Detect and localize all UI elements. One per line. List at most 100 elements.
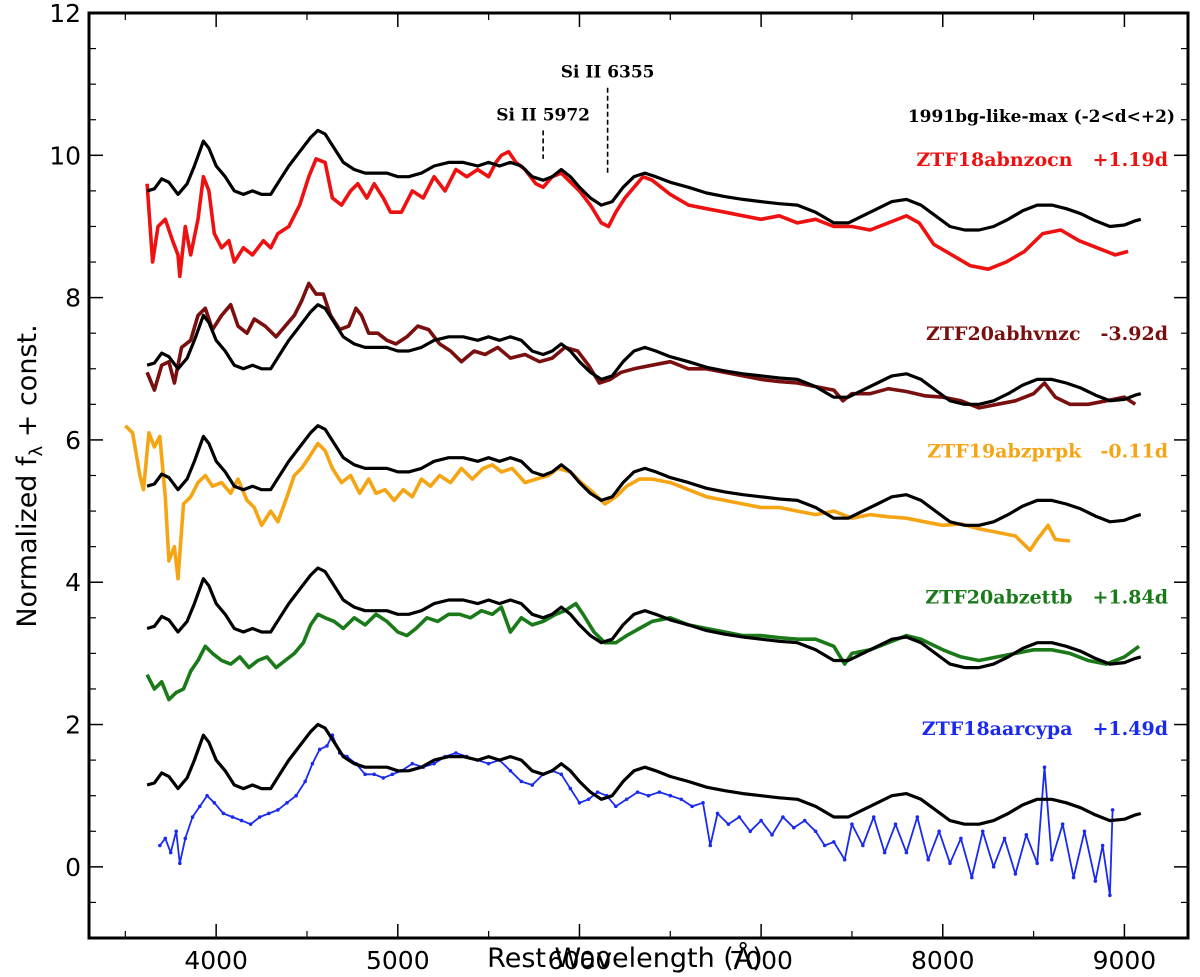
data-point: [635, 790, 640, 794]
data-point: [831, 840, 836, 844]
data-point: [959, 836, 963, 841]
y-tick-label: 6: [65, 426, 81, 455]
data-point: [276, 808, 280, 812]
template-line: [146, 128, 1142, 232]
x-tick-label: 9000: [1093, 946, 1157, 975]
data-point: [668, 793, 673, 798]
x-axis-label: Rest Wavelength (Å): [487, 942, 763, 974]
data-point: [802, 818, 807, 823]
series-line-ZTF18aarcypa: [159, 734, 1114, 897]
data-point: [568, 786, 573, 791]
data-point: [1100, 843, 1105, 848]
line-marker-label: Si II 5972: [496, 105, 590, 125]
data-point: [586, 797, 591, 802]
series-line-ZTF18abnzocn: [145, 149, 1129, 279]
template-line: [146, 722, 1142, 826]
data-point: [410, 761, 415, 766]
data-point: [1013, 872, 1018, 876]
data-point: [915, 815, 920, 819]
series-line-ZTF20abzettb: [145, 601, 1141, 702]
data-point: [679, 797, 683, 802]
data-point: [454, 751, 458, 755]
data-point: [624, 797, 629, 802]
data-point: [239, 818, 244, 823]
data-point: [690, 804, 694, 809]
data-point: [737, 815, 742, 819]
data-point: [813, 829, 818, 834]
data-point: [715, 811, 720, 816]
y-tick-label: 8: [65, 284, 81, 313]
series-label-ZTF18aarcypa: ZTF18aarcypa +1.49d: [922, 718, 1168, 740]
data-point: [893, 822, 898, 826]
data-point: [519, 779, 524, 784]
data-point: [508, 768, 513, 773]
data-point: [770, 833, 774, 837]
data-point: [701, 801, 705, 805]
data-point: [285, 801, 289, 805]
data-point: [559, 772, 564, 777]
data-point: [1110, 808, 1115, 812]
data-point: [781, 815, 785, 819]
data-point: [230, 815, 235, 819]
series-label-ZTF20abhvnzc: ZTF20abhvnzc -3.92d: [926, 323, 1168, 345]
data-point: [325, 744, 329, 748]
data-point: [861, 843, 865, 848]
y-tick-label: 4: [65, 568, 81, 597]
data-point: [221, 811, 226, 816]
series-name: ZTF20abzettb: [925, 586, 1072, 608]
data-point: [486, 761, 491, 766]
data-point: [792, 825, 796, 830]
x-tick-label: 7000: [729, 946, 793, 975]
data-point: [198, 804, 202, 809]
data-point: [595, 790, 600, 794]
data-point: [980, 829, 985, 834]
series-phase: -0.11d: [1101, 441, 1168, 463]
data-point: [1082, 829, 1087, 834]
y-tick-label: 0: [65, 853, 81, 882]
y-tick-label: 2: [65, 711, 81, 740]
series-line-ZTF20abhvnzc: [145, 281, 1137, 410]
x-tick-label: 6000: [548, 946, 612, 975]
template-line: [146, 424, 1142, 527]
data-point: [970, 875, 974, 880]
data-point: [850, 822, 854, 826]
series-name: ZTF20abhvnzc: [926, 323, 1081, 345]
line-marker-label: Si II 6355: [561, 63, 655, 83]
data-point: [1060, 822, 1065, 826]
series-phase: -3.92d: [1101, 323, 1168, 345]
data-point: [1024, 833, 1029, 837]
y-tick-label: 12: [49, 0, 81, 28]
data-point: [294, 793, 298, 798]
series-phase: +1.49d: [1093, 718, 1168, 740]
data-point: [248, 822, 253, 826]
tick-labels: 4000 5000 6000 7000 8000 9000 0 2 4 6 8 10 12: [49, 0, 1156, 975]
data-point: [948, 861, 952, 866]
data-point: [163, 836, 168, 841]
data-point: [871, 815, 876, 819]
data-point: [363, 772, 367, 777]
data-point: [381, 776, 386, 780]
data-point: [432, 761, 436, 766]
data-point: [657, 790, 662, 794]
data-point: [822, 843, 827, 848]
data-point: [646, 793, 651, 798]
data-point: [205, 793, 209, 798]
line-markers: Si II 5972 Si II 6355: [496, 63, 655, 174]
plot-frame: [87, 11, 1190, 940]
series-name: ZTF18aarcypa: [922, 718, 1073, 740]
data-point: [926, 857, 931, 862]
data-point: [708, 843, 713, 848]
data-point: [1035, 861, 1040, 866]
data-point: [904, 850, 909, 855]
data-point: [183, 836, 188, 841]
y-tick-label: 10: [49, 141, 81, 170]
data-point: [1093, 879, 1098, 883]
data-point: [842, 857, 847, 862]
data-point: [174, 829, 178, 834]
data-point: [613, 804, 618, 809]
series-line-ZTF19abzprpk: [124, 424, 1071, 581]
data-point: [257, 815, 262, 819]
template-label: 1991bg-like-max (-2<d<+2): [908, 107, 1175, 127]
series-phase: +1.84d: [1093, 586, 1168, 608]
